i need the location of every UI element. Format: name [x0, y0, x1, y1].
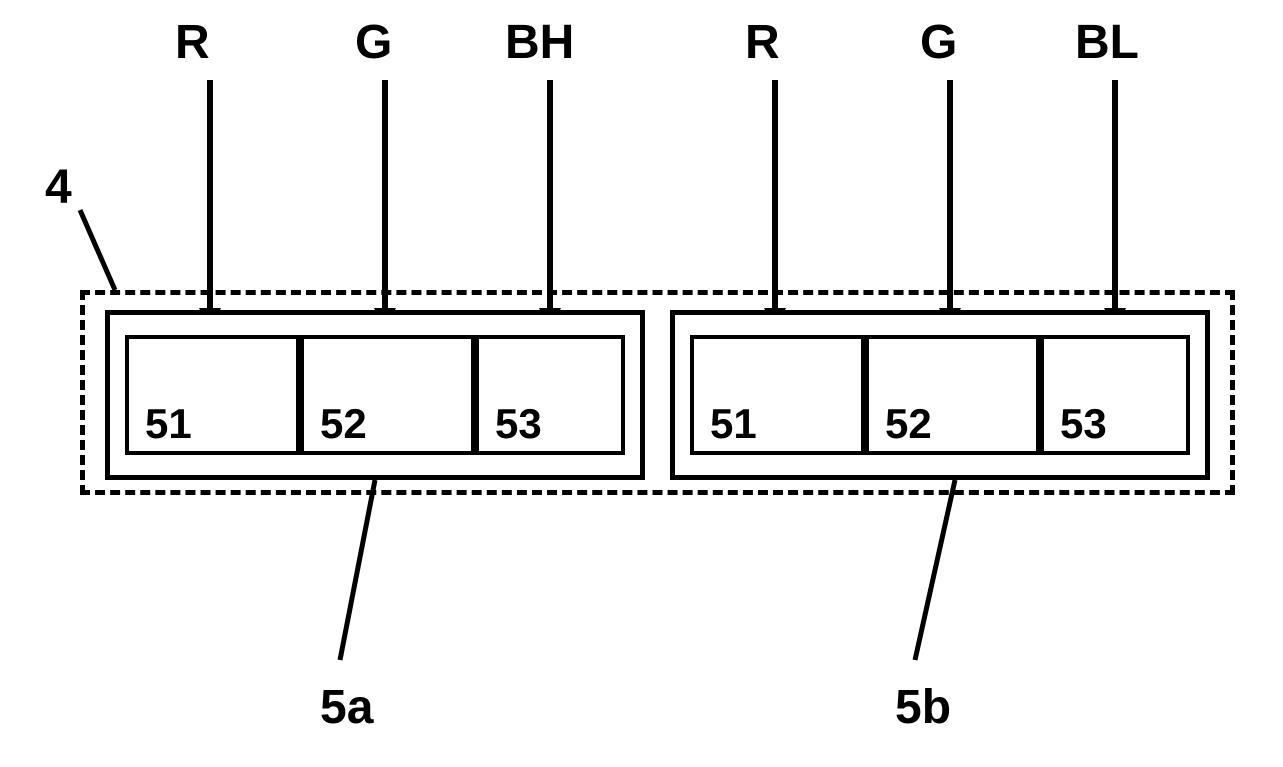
- signal-label: G: [355, 15, 392, 70]
- pixel-unit-label: 5b: [895, 680, 951, 735]
- diagram-canvas: 4 51 52 53 5a 51 52 53 5b R G BH R G BL: [0, 0, 1283, 767]
- subpixel-label: 52: [320, 400, 367, 448]
- signal-label: R: [745, 15, 780, 70]
- subpixel-label: 53: [495, 400, 542, 448]
- subpixel-label: 52: [885, 400, 932, 448]
- container-label: 4: [45, 160, 72, 215]
- signal-label: R: [175, 15, 210, 70]
- subpixel-label: 51: [710, 400, 757, 448]
- pixel-unit-label: 5a: [320, 680, 373, 735]
- subpixel-label: 51: [145, 400, 192, 448]
- signal-label: BH: [505, 15, 574, 70]
- subpixel-label: 53: [1060, 400, 1107, 448]
- signal-label: BL: [1075, 15, 1139, 70]
- signal-label: G: [920, 15, 957, 70]
